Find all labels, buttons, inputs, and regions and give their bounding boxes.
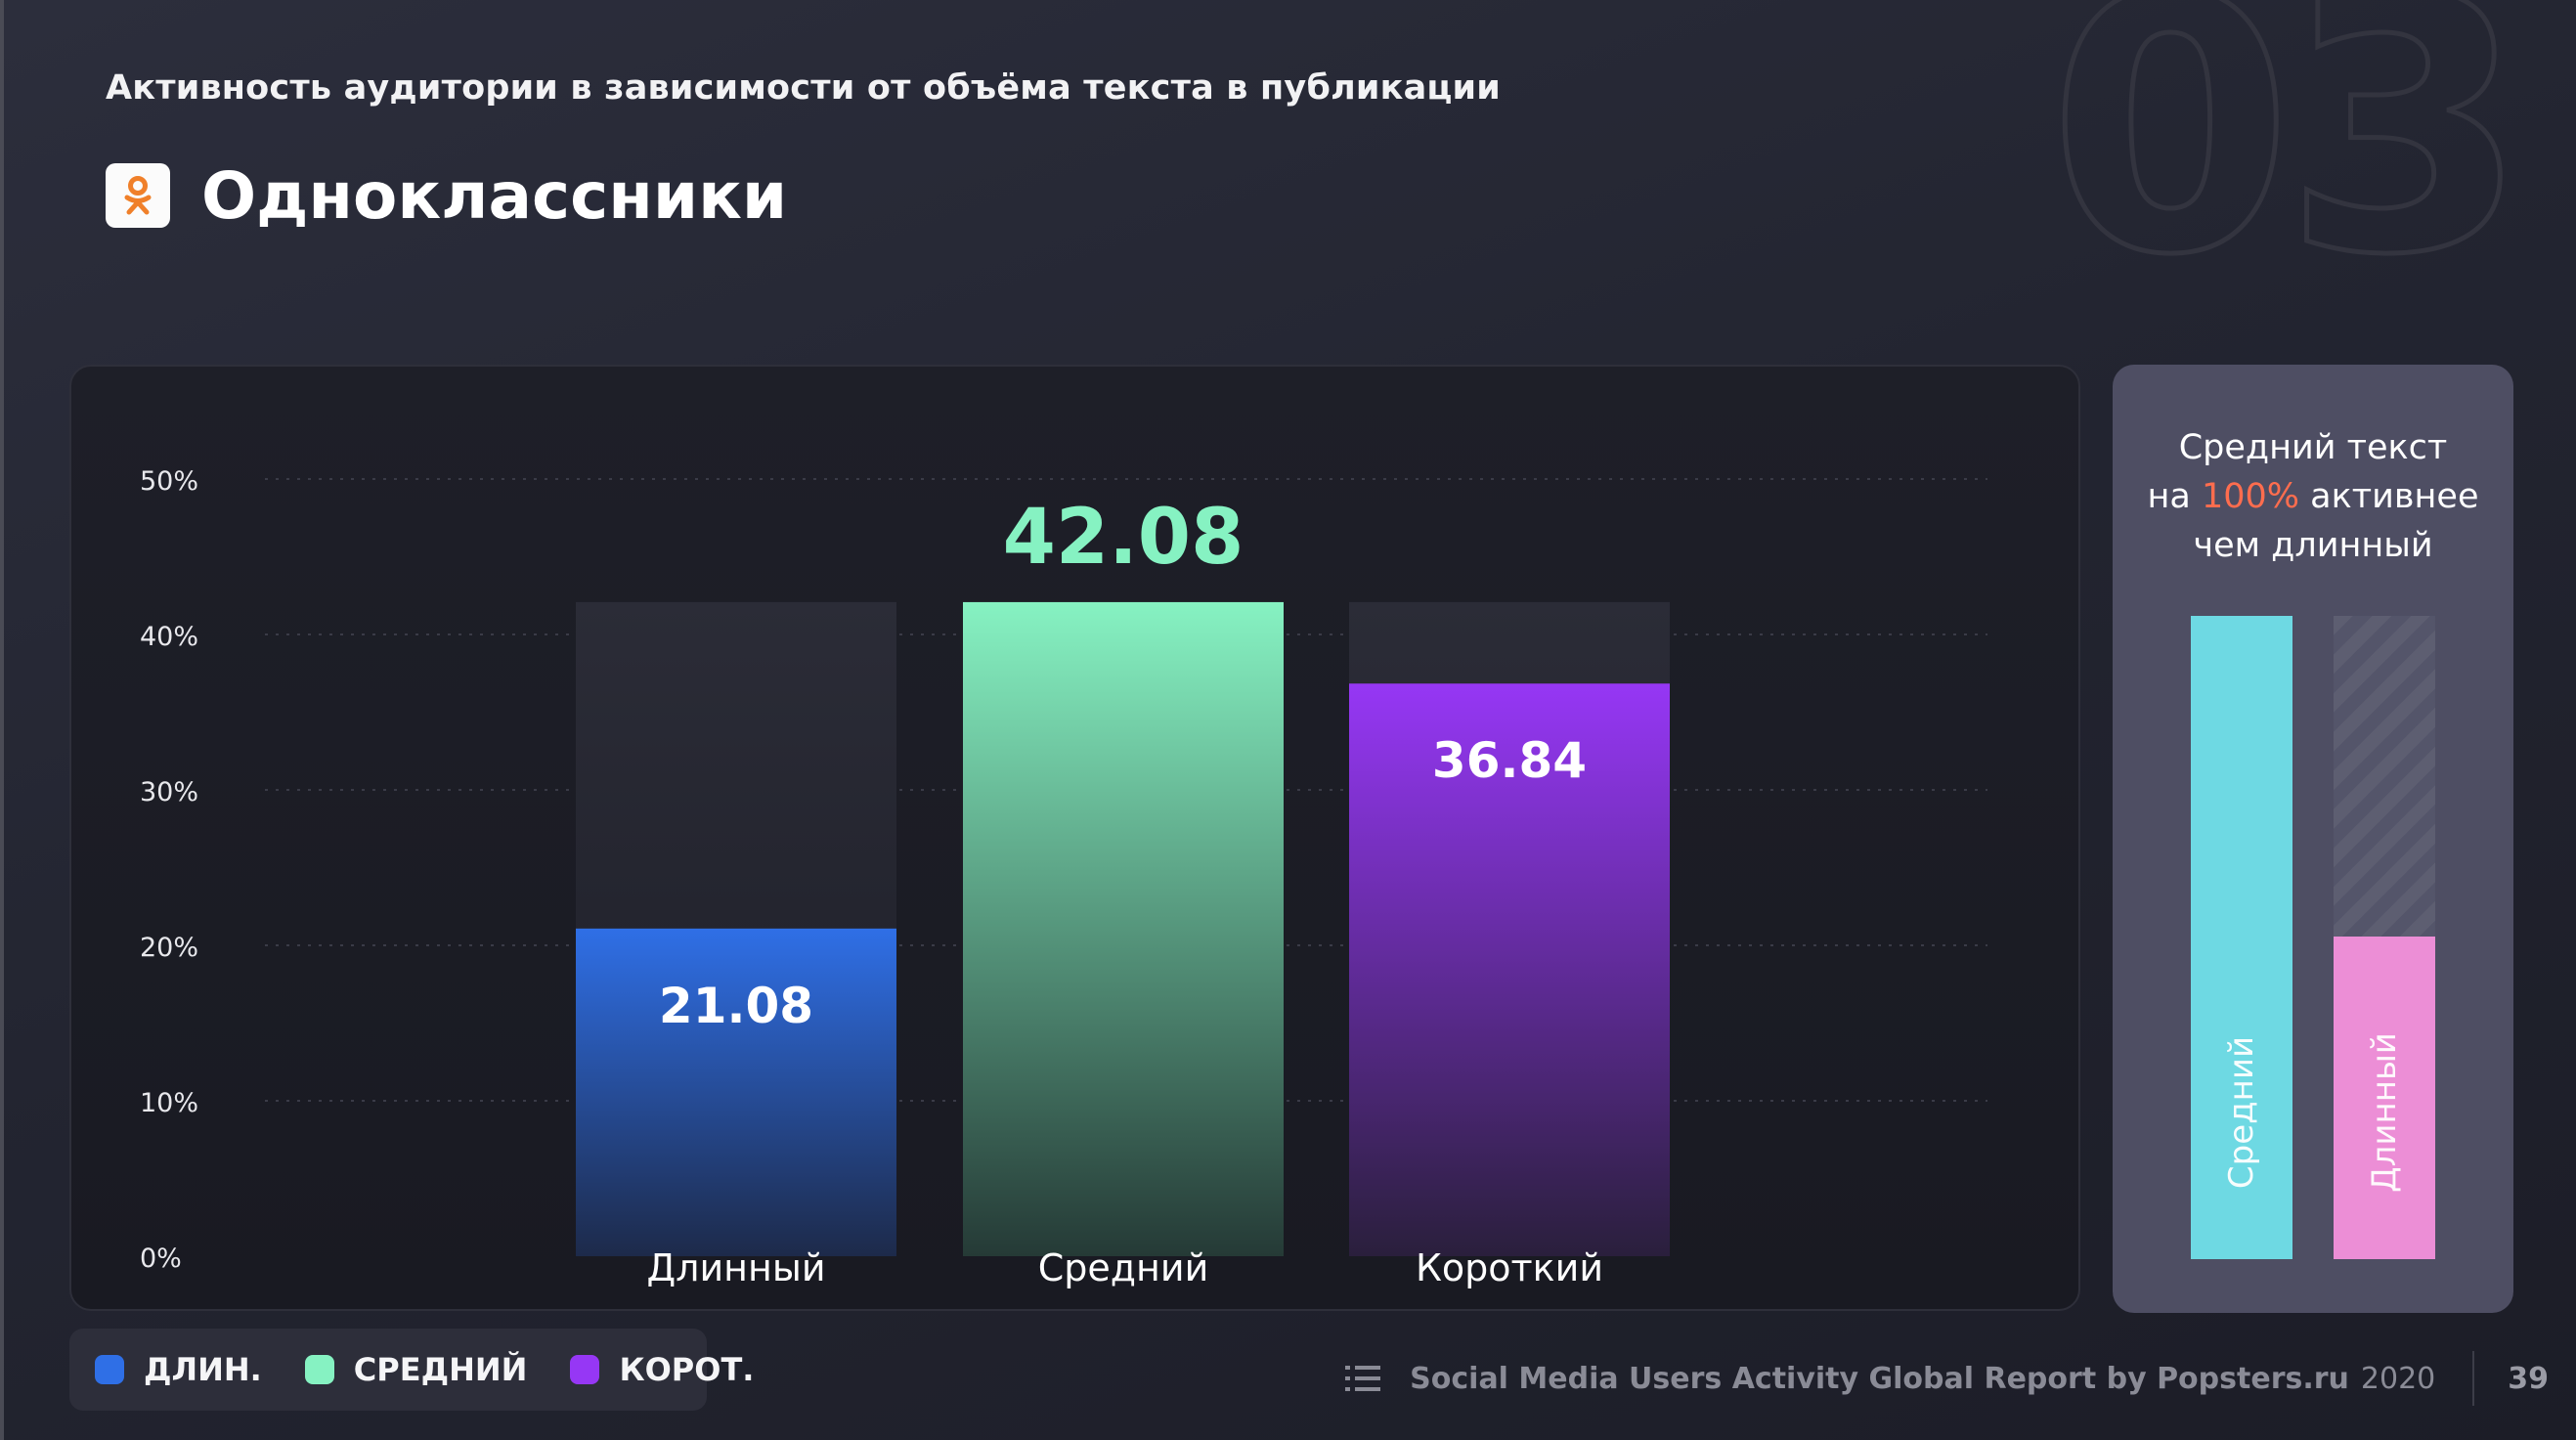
legend-swatch (304, 1355, 334, 1384)
y-tick-label: 10% (140, 1088, 198, 1118)
bar-value-label: 21.08 (659, 978, 813, 1034)
comparison-prefix: на (2147, 477, 2202, 516)
y-tick-label: 40% (140, 622, 198, 652)
side-bar-long: Длинный (2334, 616, 2435, 1259)
side-bar-fill (2191, 616, 2292, 1259)
bar-value-label: 36.84 (1432, 732, 1587, 789)
comparison-line-2: на 100% активнее (2113, 472, 2513, 521)
section-number-watermark: 03 (2046, 0, 2531, 334)
comparison-text: Средний текст на 100% активнее чем длинн… (2113, 423, 2513, 570)
x-category-label: Короткий (1416, 1246, 1603, 1289)
x-category-label: Средний (1038, 1246, 1209, 1289)
footer-divider (2472, 1351, 2475, 1406)
legend-label: СРЕДНИЙ (353, 1351, 528, 1388)
y-tick-label: 50% (140, 466, 198, 497)
bar (1349, 683, 1670, 1256)
y-tick-label: 0% (140, 1244, 182, 1274)
list-icon (1345, 1366, 1381, 1391)
bar-chart: 0% 10% 20% 30% 40% 50% 21.08 Длинный 42.08 Средни… (140, 466, 1987, 1289)
report-year: 2020 (2360, 1361, 2436, 1396)
y-tick-label: 30% (140, 777, 198, 807)
page-number: 39 (2508, 1361, 2549, 1396)
side-bar-label: Длинный (2365, 1032, 2405, 1193)
page-subtitle: Активность аудитории в зависимости от об… (106, 68, 1502, 108)
legend-item-long: ДЛИН. (95, 1351, 262, 1388)
bar-chart-panel: 0% 10% 20% 30% 40% 50% 21.08 Длинный 42.08 Средни… (69, 365, 2080, 1311)
side-bar-fill (2334, 937, 2435, 1259)
x-category-label: Длинный (646, 1246, 825, 1289)
side-bar-label: Средний (2222, 1035, 2262, 1190)
odnoklassniki-icon (106, 163, 170, 228)
comparison-suffix: активнее (2299, 477, 2479, 516)
bar (576, 928, 896, 1256)
y-tick-label: 20% (140, 933, 198, 963)
bar (963, 601, 1284, 1256)
legend-swatch (570, 1355, 600, 1384)
platform-title: Одноклассники (201, 157, 788, 234)
report-title: Social Media Users Activity Global Repor… (1410, 1361, 2349, 1396)
comparison-line-1: Средний текст (2178, 428, 2448, 467)
legend-label: КОРОТ. (619, 1351, 755, 1388)
legend-swatch (95, 1355, 124, 1384)
chart-legend: ДЛИН. СРЕДНИЙ КОРОТ. (69, 1329, 754, 1411)
page-footer: Social Media Users Activity Global Repor… (1345, 1349, 2576, 1408)
bar-value-label: 42.08 (1003, 494, 1244, 582)
platform-header: Одноклассники (106, 156, 787, 235)
comparison-highlight: 100% (2201, 477, 2300, 516)
comparison-line-3: чем длинный (2193, 526, 2433, 565)
legend-item-medium: СРЕДНИЙ (304, 1351, 528, 1388)
legend-label: ДЛИН. (144, 1351, 262, 1388)
side-bar-medium: Средний (2191, 616, 2292, 1259)
comparison-panel: Средний текст на 100% активнее чем длинн… (2113, 365, 2513, 1313)
left-edge-divider (0, 0, 4, 1440)
legend-item-short: КОРОТ. (570, 1351, 754, 1388)
